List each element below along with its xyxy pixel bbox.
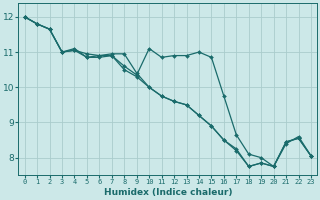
X-axis label: Humidex (Indice chaleur): Humidex (Indice chaleur) <box>104 188 232 197</box>
